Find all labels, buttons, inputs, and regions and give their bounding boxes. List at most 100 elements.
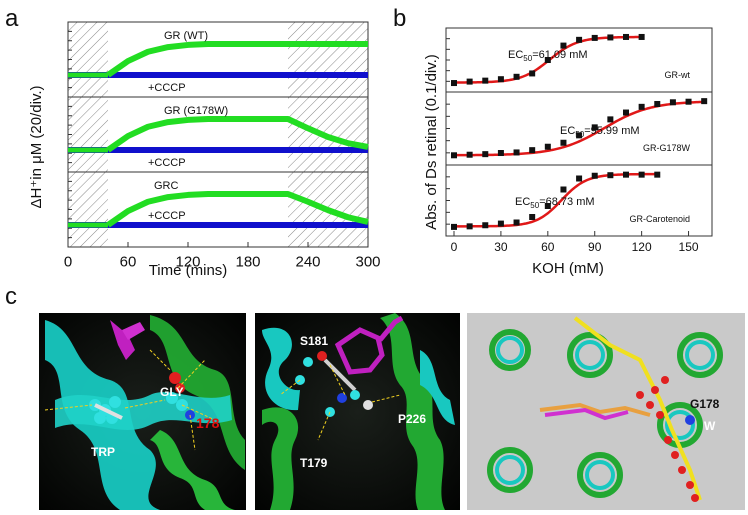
series-label: GR (G178W): [164, 105, 228, 117]
sigmoid-fit-line: [453, 100, 705, 157]
ec50-annotation: EC50=68.73 mM: [515, 196, 595, 210]
residue-atom: [685, 415, 695, 425]
residue-label: GLY: [160, 385, 184, 399]
series-label: GRC: [154, 180, 179, 192]
data-point: [497, 220, 504, 227]
data-point: [685, 98, 692, 105]
panel-a-xlabel: Time (mins): [149, 262, 228, 279]
data-point: [513, 73, 520, 80]
series-label: GR (WT): [164, 30, 208, 42]
residue-ball-stick: [89, 372, 195, 424]
data-point: [513, 219, 520, 226]
data-point: [560, 139, 567, 146]
structure-middle: S181 P226 T179: [255, 313, 460, 510]
data-point: [560, 42, 567, 49]
x-tick-label: 0: [451, 240, 458, 254]
helix-ribbon: [262, 327, 300, 411]
data-point: [591, 172, 598, 179]
panel-a-ylabel: ΔH⁺in μM (20/div.): [28, 86, 45, 209]
data-point: [544, 57, 551, 63]
structure-right: G178 W: [467, 313, 745, 510]
ec50-annotation: EC50=61.09 mM: [508, 49, 588, 63]
data-point: [529, 214, 536, 220]
data-point: [638, 103, 645, 110]
data-point: [451, 223, 457, 230]
residue-label: TRP: [91, 445, 115, 459]
retinal-stick: [122, 322, 145, 340]
signal-series-line: [106, 191, 369, 228]
cccp-label: +CCCP: [148, 82, 186, 94]
data-point: [654, 171, 661, 178]
cccp-label: +CCCP: [148, 210, 186, 222]
residue-label: 178: [196, 415, 220, 431]
signal-series-line: [106, 116, 369, 153]
light-off-shading: [288, 22, 368, 97]
x-tick-label: 30: [494, 240, 508, 254]
data-point: [591, 34, 598, 41]
data-point: [497, 76, 504, 83]
panel-label-c: c: [5, 283, 17, 310]
data-point: [607, 116, 614, 123]
data-point: [576, 36, 583, 43]
light-off-shading: [68, 97, 108, 172]
data-point: [669, 99, 676, 106]
data-point: [623, 109, 629, 116]
data-point: [591, 124, 598, 131]
retinal-stick: [539, 402, 651, 417]
data-point: [466, 223, 473, 230]
retinal-stick: [378, 315, 404, 342]
data-point: [560, 186, 567, 193]
subplot-name: GR-Carotenoid: [629, 214, 690, 224]
x-tick-label: 180: [235, 253, 260, 270]
data-point: [623, 33, 629, 40]
data-point: [701, 98, 708, 105]
panel-b-xlabel: KOH (mM): [532, 260, 604, 277]
data-point: [466, 78, 473, 85]
light-off-shading: [68, 172, 108, 247]
helix-ribbon: [380, 313, 445, 510]
data-point: [623, 171, 629, 178]
data-point: [466, 151, 473, 158]
data-point: [529, 70, 536, 77]
data-point: [638, 33, 645, 40]
data-point: [544, 203, 551, 209]
data-point: [576, 132, 583, 139]
x-tick-label: 60: [120, 253, 137, 270]
light-off-shading: [68, 22, 108, 97]
residue-label: T179: [300, 456, 328, 470]
x-tick-label: 150: [679, 240, 699, 254]
panel-label-a: a: [5, 5, 19, 32]
helix-ribbon: [420, 350, 455, 425]
data-point: [607, 34, 614, 41]
data-point: [654, 100, 661, 107]
x-tick-label: 120: [632, 240, 652, 254]
helix-ribbon: [150, 430, 235, 510]
subplot-name: GR-G178W: [643, 143, 691, 153]
data-point: [607, 172, 614, 179]
subplot-name: GR-wt: [665, 70, 691, 80]
signal-series-line: [106, 41, 368, 78]
hbond-dashes: [279, 364, 401, 441]
data-point: [482, 151, 489, 158]
residue-label: P226: [398, 412, 426, 426]
data-point: [497, 150, 504, 157]
data-point: [482, 77, 489, 84]
x-tick-label: 120: [175, 253, 200, 270]
data-point: [529, 147, 536, 154]
helix-ribbon: [262, 407, 299, 510]
residue-label: G178: [690, 397, 720, 411]
residue-label: S181: [300, 334, 328, 348]
structure-left: GLY 178 TRP: [39, 313, 246, 510]
panel-a-chart: GR (WT) +CCCP GR (G178W) +CCCP GRC +CCCP 0 60 1…: [28, 21, 381, 279]
hbond-dashes: [44, 349, 216, 451]
data-point: [638, 171, 645, 178]
retinal-stick: [110, 320, 135, 360]
x-tick-label: 90: [588, 240, 602, 254]
cccp-label: +CCCP: [148, 157, 186, 169]
x-tick-label: 0: [64, 253, 72, 270]
x-tick-label: 240: [295, 253, 320, 270]
ec50-annotation: EC50=95.99 mM: [560, 125, 640, 139]
x-tick-label: 300: [355, 253, 380, 270]
